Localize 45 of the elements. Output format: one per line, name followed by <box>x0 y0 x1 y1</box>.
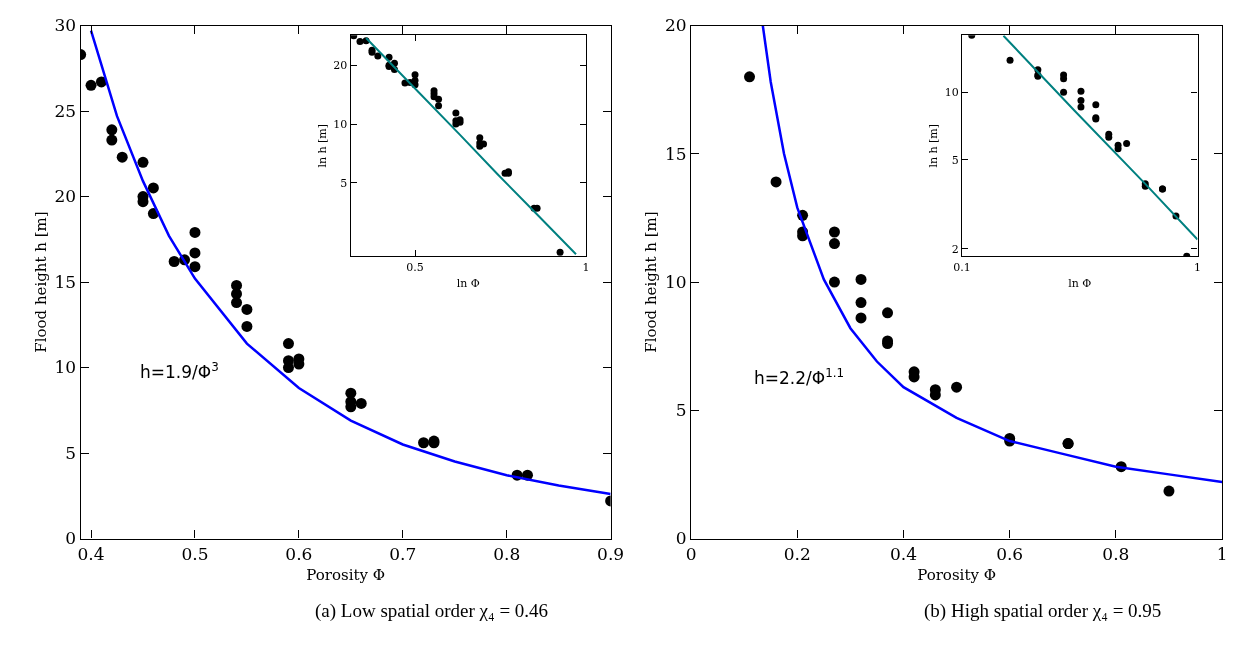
x-tick-label: 0.7 <box>389 544 417 565</box>
y-tick-label: 5 <box>340 176 348 190</box>
y-tick-label: 20 <box>54 186 77 207</box>
x-tick-label: 0.8 <box>1102 544 1130 565</box>
y-axis-title: ln h [m] <box>315 123 329 168</box>
x-tick-label: 0.5 <box>181 544 209 565</box>
y-tick-label: 10 <box>944 86 959 100</box>
y-tick-label: 20 <box>333 59 348 73</box>
y-tick-label: 10 <box>664 271 687 292</box>
y-tick-label: 10 <box>333 117 348 131</box>
y-axis-title: ln h [m] <box>927 123 941 168</box>
x-tick-label: 0.6 <box>996 544 1024 565</box>
x-tick-label: 1 <box>1216 544 1228 565</box>
x-tick-label: 0.5 <box>406 260 424 274</box>
y-tick-label: 2 <box>951 242 959 256</box>
x-axis-title: Porosity Φ <box>306 566 386 585</box>
y-tick-label: 5 <box>951 153 959 167</box>
x-tick-label: 0.4 <box>77 544 105 565</box>
x-tick-label: 1 <box>582 260 590 274</box>
x-tick-label: 0.4 <box>889 544 917 565</box>
x-axis-title: ln Φ <box>456 276 480 290</box>
x-tick-label: 1 <box>1194 260 1202 274</box>
x-axis-title: ln Φ <box>1068 276 1092 290</box>
y-tick-label: 15 <box>664 143 687 164</box>
y-tick-label: 0 <box>65 528 77 549</box>
x-tick-label: 0.2 <box>783 544 811 565</box>
text: (a) Low spatial order χ₄ = 0.46 <box>315 600 549 622</box>
x-tick-label: 0.8 <box>493 544 521 565</box>
text: (b) High spatial order χ₄ = 0.95 <box>924 600 1162 622</box>
y-tick-label: 5 <box>675 400 687 421</box>
x-tick-label: 0.9 <box>597 544 625 565</box>
y-tick-label: 25 <box>54 100 77 121</box>
x-tick-label: 0.1 <box>953 260 971 274</box>
annotation: h=2.2/Φ$^{1.1}$ <box>754 366 845 389</box>
y-axis-title: Flood height h [m] <box>31 211 50 353</box>
x-tick-label: 0.6 <box>285 544 313 565</box>
y-tick-label: 10 <box>54 357 77 378</box>
y-tick-label: 30 <box>54 15 77 36</box>
y-tick-label: 0 <box>675 528 687 549</box>
y-tick-label: 20 <box>664 15 687 36</box>
y-axis-title: Flood height h [m] <box>642 211 661 353</box>
annotation: h=1.9/Φ$^{3}$ <box>140 360 219 383</box>
x-axis-title: Porosity Φ <box>917 566 996 585</box>
y-tick-label: 5 <box>65 442 77 463</box>
y-tick-label: 15 <box>54 271 77 292</box>
